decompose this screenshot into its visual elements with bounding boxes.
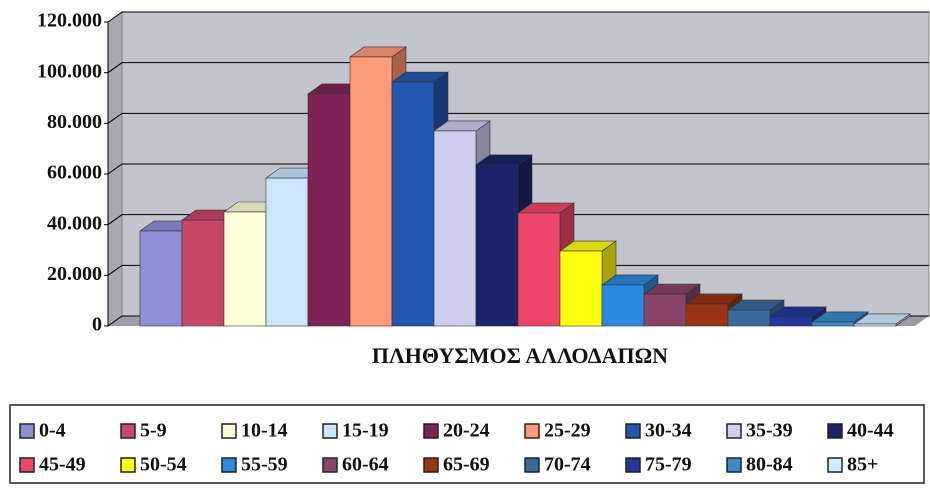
bar <box>769 316 813 327</box>
legend-label: 50-54 <box>140 454 187 476</box>
legend-label: 15-19 <box>342 420 389 442</box>
y-tick-label: 60.000 <box>47 162 102 184</box>
legend-label: 65-69 <box>443 454 490 476</box>
y-tick-label: 120.000 <box>37 10 102 32</box>
grid-line <box>107 264 929 276</box>
legend-label: 40-44 <box>847 420 894 442</box>
bar <box>685 303 729 327</box>
legend-swatch <box>120 423 136 439</box>
bar <box>643 293 687 327</box>
bar <box>601 284 645 327</box>
grid-line <box>107 163 929 175</box>
bar <box>475 164 519 327</box>
legend-label: 25-29 <box>544 420 591 442</box>
bar <box>139 230 183 327</box>
bar <box>181 219 225 327</box>
legend-label: 70-74 <box>544 454 591 476</box>
legend-swatch <box>625 457 641 473</box>
bar <box>307 93 351 327</box>
legend-swatch <box>726 457 742 473</box>
legend-swatch <box>423 423 439 439</box>
bar <box>517 212 561 327</box>
legend-swatch <box>625 423 641 439</box>
y-tick-label: 20.000 <box>47 263 102 285</box>
legend-label: 55-59 <box>241 454 288 476</box>
legend-swatch <box>322 457 338 473</box>
y-tick-label: 80.000 <box>47 111 102 133</box>
legend-label: 60-64 <box>342 454 389 476</box>
bar <box>265 177 309 327</box>
legend-label: 80-84 <box>746 454 793 476</box>
legend-label: 45-49 <box>39 454 86 476</box>
legend-label: 20-24 <box>443 420 490 442</box>
x-category-label: ΠΛΗΘΥΣΜΟΣ ΑΛΛΟΔΑΠΩΝ <box>372 343 668 368</box>
legend-swatch <box>322 423 338 439</box>
legend-swatch <box>221 457 237 473</box>
legend-label: 35-39 <box>746 420 793 442</box>
bar <box>727 309 771 327</box>
bar <box>559 250 603 327</box>
legend-label: 10-14 <box>241 420 288 442</box>
grid-line <box>107 11 929 23</box>
bar <box>853 323 897 327</box>
legend-swatch <box>19 457 35 473</box>
legend-label: 85+ <box>847 454 878 476</box>
legend-swatch <box>827 457 843 473</box>
legend-label: 0-4 <box>39 420 66 442</box>
bar <box>223 211 267 327</box>
bar <box>811 321 855 327</box>
grid-line <box>107 214 929 226</box>
legend-swatch <box>423 457 439 473</box>
legend-label: 5-9 <box>140 420 167 442</box>
legend-swatch <box>524 423 540 439</box>
legend-swatch <box>726 423 742 439</box>
legend-label: 75-79 <box>645 454 692 476</box>
y-tick-label: 0 <box>92 314 102 336</box>
legend-swatch <box>221 423 237 439</box>
bar <box>433 130 477 327</box>
legend-swatch <box>524 457 540 473</box>
y-tick-label: 40.000 <box>47 212 102 234</box>
grid-line <box>107 62 929 74</box>
grid-line <box>107 112 929 124</box>
legend-swatch <box>827 423 843 439</box>
bar <box>349 56 393 327</box>
y-tick-label: 100.000 <box>37 60 102 82</box>
legend-swatch <box>19 423 35 439</box>
legend-swatch <box>120 457 136 473</box>
bar <box>391 81 435 327</box>
legend-box <box>9 404 925 484</box>
legend-label: 30-34 <box>645 420 692 442</box>
